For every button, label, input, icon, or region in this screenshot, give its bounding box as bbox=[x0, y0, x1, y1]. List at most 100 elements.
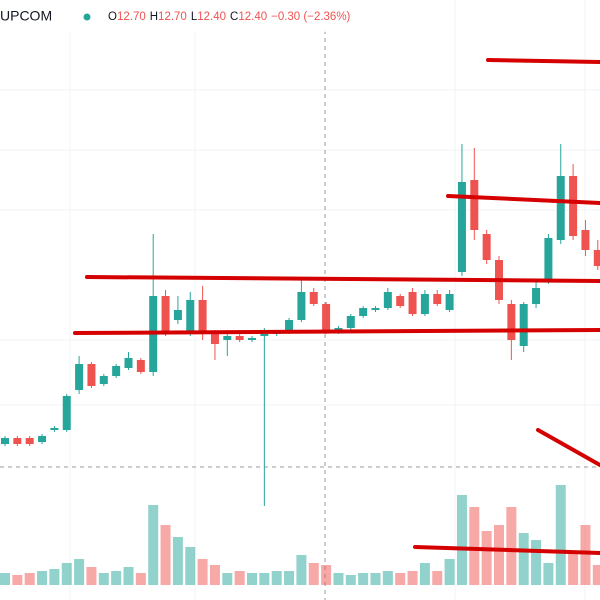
legend-bg bbox=[0, 0, 400, 32]
volume-bar bbox=[209, 565, 220, 585]
volume-bar bbox=[531, 540, 542, 585]
volume-bar bbox=[419, 563, 430, 585]
candle-body bbox=[1, 438, 9, 444]
volume-bar bbox=[370, 573, 381, 585]
volume-bar bbox=[160, 525, 171, 585]
candle-body bbox=[62, 396, 71, 430]
candle-body bbox=[309, 292, 318, 304]
volume-bar bbox=[37, 571, 48, 585]
ohlc-legend: O12.70 H12.70 L12.40 C12.40 −0.30 (−2.36%) bbox=[108, 11, 351, 23]
candle-body bbox=[569, 176, 578, 236]
volume-bar bbox=[543, 563, 554, 585]
candle-body bbox=[50, 428, 59, 430]
candle-body bbox=[470, 180, 479, 230]
candle-body bbox=[285, 320, 294, 332]
volume-bar bbox=[24, 573, 35, 585]
legend-value: 12.70 bbox=[117, 11, 146, 23]
volume-bar bbox=[123, 567, 134, 585]
volume-bar bbox=[444, 559, 455, 585]
candle-body bbox=[322, 304, 331, 332]
volume-bar bbox=[222, 573, 233, 585]
candle-body bbox=[136, 360, 145, 372]
candle-body bbox=[346, 316, 355, 328]
candle-body bbox=[445, 294, 454, 310]
candle-body bbox=[75, 364, 84, 390]
symbol: UPCOM bbox=[0, 8, 52, 24]
legend-key: H bbox=[150, 11, 158, 23]
legend-value: 12.40 bbox=[197, 11, 226, 23]
volume-bar bbox=[271, 571, 282, 585]
candle-body bbox=[544, 238, 553, 280]
trend-lines bbox=[73, 58, 600, 555]
candle-body bbox=[581, 230, 590, 250]
volume-bar bbox=[568, 551, 579, 585]
volume-bar bbox=[432, 571, 443, 585]
candle-body bbox=[99, 376, 108, 384]
candle-body bbox=[112, 366, 121, 376]
volume-bar bbox=[407, 571, 418, 585]
volume-bar bbox=[469, 507, 480, 585]
volume-bar bbox=[506, 507, 517, 585]
volume-bar bbox=[247, 573, 257, 585]
candle-body bbox=[186, 300, 195, 332]
volume-bar bbox=[481, 531, 492, 585]
legend-change: −0.30 (−2.36%) bbox=[271, 11, 350, 23]
volume-bar bbox=[555, 485, 566, 585]
legend-value: 12.70 bbox=[158, 11, 187, 23]
volume-bar bbox=[0, 573, 10, 585]
legend-key: C bbox=[230, 11, 238, 23]
candle-body bbox=[235, 336, 244, 340]
candle-body bbox=[25, 438, 34, 444]
candle-body bbox=[38, 436, 47, 442]
volume-bar bbox=[185, 547, 196, 585]
volume-bar bbox=[592, 565, 600, 585]
volume-bar bbox=[61, 563, 72, 585]
volume-bar bbox=[234, 571, 245, 585]
candle-body bbox=[593, 250, 600, 266]
candle-body bbox=[420, 294, 429, 314]
volume-bar bbox=[197, 559, 208, 585]
candle-body bbox=[223, 336, 232, 340]
volume-bar bbox=[494, 525, 504, 585]
candle-body bbox=[87, 364, 96, 386]
volume-bar bbox=[308, 563, 319, 585]
candle-body bbox=[124, 358, 133, 368]
candle-body bbox=[248, 338, 256, 340]
volume-bar bbox=[148, 505, 159, 585]
volume-bar bbox=[382, 571, 393, 585]
candle-body bbox=[433, 294, 442, 304]
candle-body bbox=[396, 296, 405, 306]
candle-body bbox=[482, 234, 491, 260]
candle-body bbox=[532, 288, 541, 304]
candle-body bbox=[408, 292, 417, 314]
candle-body bbox=[519, 304, 528, 346]
candle-body bbox=[198, 300, 207, 332]
candle-body bbox=[173, 310, 182, 320]
volume-bar bbox=[456, 495, 467, 585]
volume-bar bbox=[12, 575, 23, 585]
volume-bar bbox=[296, 555, 307, 585]
candle-body bbox=[556, 176, 565, 240]
volume-bar bbox=[580, 525, 591, 585]
volume-bar bbox=[284, 571, 295, 585]
candle-body bbox=[161, 296, 170, 332]
volume-bar bbox=[74, 559, 85, 585]
volume-bar bbox=[333, 573, 344, 585]
volume-bar bbox=[111, 571, 122, 585]
legend-key: L bbox=[191, 11, 198, 23]
status-dot bbox=[83, 13, 91, 21]
candle-body bbox=[13, 438, 22, 444]
volume-bar bbox=[86, 567, 97, 585]
volume-bar bbox=[518, 533, 529, 585]
candle-body bbox=[457, 182, 466, 272]
candle-body bbox=[371, 308, 380, 310]
candle-body bbox=[507, 304, 516, 340]
volume-bar bbox=[345, 575, 356, 585]
candle-body bbox=[210, 332, 219, 344]
volume-bar bbox=[98, 573, 109, 585]
crosshair bbox=[0, 30, 600, 600]
legend-key: O bbox=[108, 11, 117, 23]
candle-body bbox=[359, 308, 368, 316]
